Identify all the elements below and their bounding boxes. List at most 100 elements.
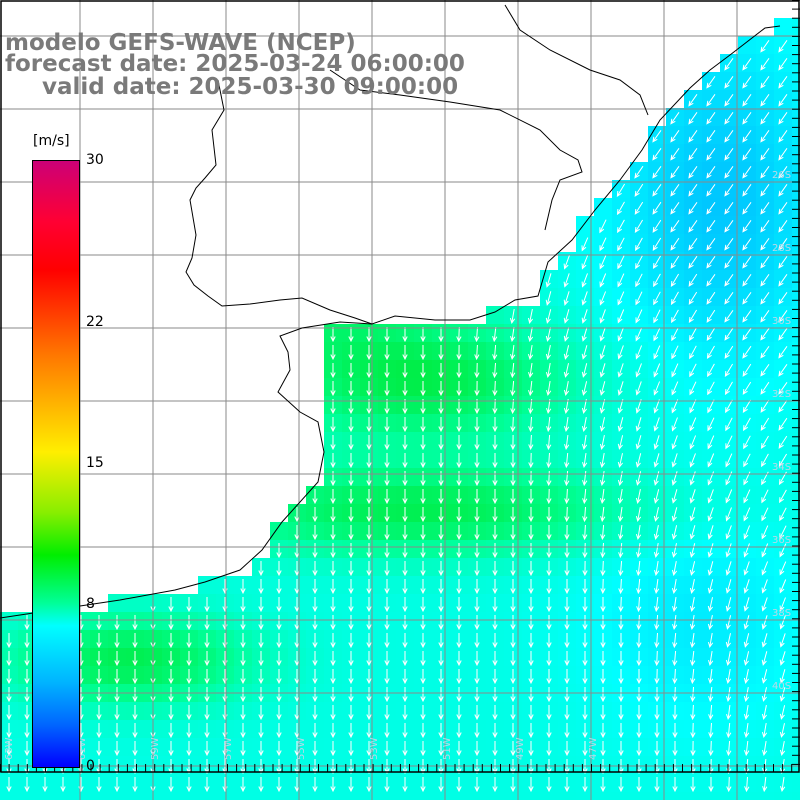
wind-arrow (510, 507, 516, 523)
wind-arrow (635, 525, 642, 541)
wind-cell (792, 738, 800, 757)
wind-cell (234, 792, 253, 800)
wind-arrow (760, 130, 770, 143)
wind-arrow (600, 723, 606, 739)
wind-arrow (688, 255, 698, 269)
wind-arrow (689, 453, 696, 468)
wind-arrow (546, 507, 552, 523)
wind-arrow (706, 256, 716, 269)
wind-arrow (492, 453, 498, 469)
wind-arrow (688, 130, 698, 143)
wind-arrow (706, 112, 716, 125)
wind-arrow (742, 166, 752, 179)
wind-arrow (312, 723, 318, 739)
wind-arrow (707, 615, 713, 631)
wind-arrow (384, 525, 390, 541)
wind-arrow (384, 417, 390, 433)
wind-arrow (528, 723, 534, 739)
wind-arrow (724, 58, 734, 71)
wind-arrow (474, 362, 480, 379)
wind-arrow (599, 381, 606, 396)
wind-arrow (186, 669, 192, 685)
wind-cell (270, 522, 289, 541)
wind-cell (126, 792, 145, 800)
wind-arrow (742, 94, 752, 107)
wind-arrow (294, 741, 300, 757)
wind-arrow (366, 777, 372, 793)
wind-arrow (330, 435, 336, 451)
wind-cell (216, 792, 235, 800)
wind-arrow (474, 471, 480, 487)
wind-arrow (708, 704, 714, 721)
wind-arrow (312, 489, 318, 505)
wind-arrow (618, 525, 624, 541)
wind-arrow (366, 741, 372, 757)
wind-arrow (312, 687, 318, 703)
wind-arrow (563, 255, 570, 270)
wind-arrow (726, 722, 732, 739)
wind-cell (792, 774, 800, 793)
wind-cell (792, 414, 800, 433)
wind-arrow (6, 705, 12, 721)
wind-arrow (743, 489, 751, 504)
wind-arrow (438, 453, 444, 469)
wind-cell (252, 792, 271, 800)
wind-arrow (582, 741, 588, 757)
wind-arrow (671, 489, 678, 504)
wind-arrow (330, 633, 336, 649)
wind-arrow (652, 148, 662, 161)
wind-arrow (760, 220, 770, 233)
wind-arrow (132, 615, 138, 631)
wind-arrow (654, 705, 660, 721)
wind-arrow (653, 327, 661, 342)
wind-arrow (474, 579, 480, 595)
wind-arrow (402, 363, 408, 379)
wind-cell (738, 36, 757, 55)
wind-arrow (420, 723, 426, 739)
wind-arrow (366, 723, 372, 739)
wind-arrow (528, 705, 534, 721)
wind-arrow (743, 687, 750, 703)
wind-arrow (778, 58, 788, 71)
wind-arrow (474, 723, 480, 739)
wind-arrow (366, 525, 372, 541)
wind-arrow (725, 435, 733, 450)
wind-arrow (312, 597, 318, 613)
wind-arrow (384, 615, 390, 631)
wind-arrow (582, 560, 588, 577)
wind-cell (792, 504, 800, 523)
wind-arrow (670, 166, 680, 179)
wind-arrow (330, 507, 336, 523)
wind-arrow (402, 453, 408, 469)
wind-arrow (726, 740, 732, 757)
wind-cell (450, 792, 469, 800)
wind-arrow (726, 776, 732, 793)
wind-arrow (546, 669, 552, 685)
wind-arrow (258, 579, 264, 595)
wind-arrow (708, 686, 714, 703)
wind-arrow (688, 202, 698, 215)
wind-arrow (276, 687, 282, 703)
wind-arrow (276, 723, 282, 739)
wind-arrow (276, 705, 282, 721)
wind-cell (792, 360, 800, 379)
wind-arrow (474, 435, 480, 451)
wind-arrow (546, 579, 552, 595)
wind-arrow (618, 777, 624, 793)
wind-arrow (564, 579, 570, 595)
wind-arrow (510, 705, 516, 721)
wind-arrow (402, 633, 408, 649)
wind-arrow (707, 507, 714, 522)
wind-arrow (760, 238, 770, 251)
wind-arrow (672, 597, 678, 613)
wind-arrow (456, 543, 462, 559)
wind-arrow (689, 363, 697, 378)
wind-arrow (634, 219, 644, 233)
wind-arrow (635, 273, 643, 288)
wind-arrow (402, 489, 408, 505)
wind-arrow (779, 651, 786, 666)
wind-arrow (474, 507, 480, 523)
latitude-label: 38S (772, 608, 791, 619)
wind-arrow (240, 615, 246, 631)
wind-arrow (438, 615, 444, 631)
